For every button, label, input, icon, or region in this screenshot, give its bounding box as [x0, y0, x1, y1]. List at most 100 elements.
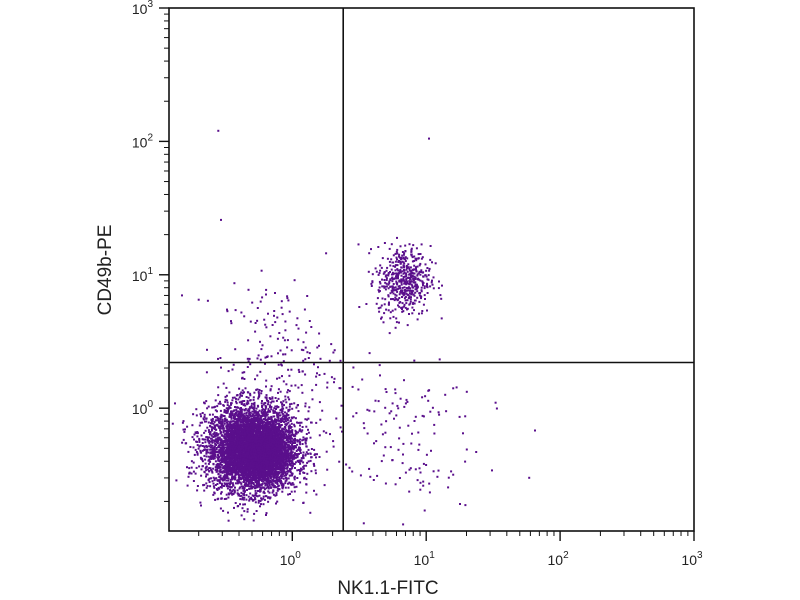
data-point	[220, 434, 223, 437]
data-point	[237, 427, 240, 430]
data-point	[305, 439, 308, 442]
data-point	[251, 499, 254, 502]
data-point	[239, 474, 242, 477]
data-point	[236, 422, 239, 425]
data-point	[233, 442, 236, 445]
data-point	[238, 431, 241, 434]
data-point	[286, 472, 289, 475]
data-point	[231, 468, 234, 471]
data-point	[218, 459, 221, 462]
data-point	[264, 406, 267, 409]
data-point	[209, 451, 212, 454]
data-point	[243, 478, 246, 481]
data-point	[214, 460, 217, 463]
data-point	[252, 519, 255, 522]
data-point	[249, 433, 252, 436]
data-point	[209, 456, 212, 459]
data-point	[236, 492, 239, 495]
data-point	[296, 404, 299, 407]
data-point	[287, 482, 289, 485]
data-point	[208, 431, 211, 433]
data-point	[284, 426, 287, 429]
data-point	[257, 396, 260, 398]
data-point	[289, 464, 292, 467]
data-points	[171, 129, 536, 526]
data-point	[212, 454, 215, 457]
data-point	[294, 452, 296, 455]
data-point	[305, 483, 308, 486]
data-point	[233, 396, 236, 399]
data-point	[243, 466, 246, 469]
data-point	[300, 421, 303, 424]
data-point	[219, 463, 222, 466]
data-point	[288, 398, 291, 401]
data-point	[241, 477, 244, 480]
data-point	[191, 436, 194, 439]
data-point	[253, 405, 256, 407]
data-point	[223, 456, 226, 459]
data-point	[285, 479, 288, 482]
data-point	[265, 512, 268, 515]
data-point	[289, 419, 292, 422]
data-point	[196, 452, 199, 455]
data-point	[237, 472, 240, 475]
data-point	[252, 398, 255, 401]
data-point	[245, 498, 248, 501]
data-point	[212, 493, 215, 496]
data-point	[313, 463, 315, 466]
data-point	[228, 458, 231, 460]
data-point	[238, 396, 241, 399]
data-point	[217, 445, 220, 447]
data-point	[272, 490, 275, 493]
data-point	[240, 391, 243, 394]
data-point	[257, 501, 260, 504]
data-point	[283, 428, 285, 431]
data-point	[268, 441, 271, 444]
data-point	[280, 475, 282, 478]
data-point	[227, 456, 230, 459]
data-point	[275, 479, 278, 482]
data-point	[230, 473, 233, 476]
data-point	[235, 409, 238, 411]
data-point	[201, 460, 204, 463]
data-point	[245, 414, 248, 417]
data-point	[208, 436, 211, 439]
data-point	[225, 485, 228, 488]
data-point	[282, 457, 285, 460]
data-point	[273, 411, 276, 414]
data-point	[291, 456, 294, 459]
data-point	[188, 472, 191, 475]
data-point	[238, 474, 240, 477]
data-point	[211, 417, 214, 420]
data-point	[294, 461, 297, 464]
data-point	[285, 457, 288, 460]
data-point	[264, 404, 267, 407]
data-point	[243, 403, 246, 406]
data-point	[241, 498, 244, 501]
data-point	[229, 492, 232, 495]
data-point	[219, 474, 222, 477]
data-point	[220, 413, 223, 416]
data-point	[285, 433, 287, 436]
data-point	[253, 421, 256, 424]
data-point	[220, 453, 223, 456]
data-point	[258, 494, 261, 497]
data-point	[219, 415, 222, 418]
data-point	[266, 413, 268, 416]
data-point	[261, 405, 263, 408]
data-point	[207, 405, 210, 408]
data-point	[213, 486, 216, 489]
data-point	[198, 439, 201, 442]
data-point	[305, 433, 308, 435]
data-point	[182, 428, 185, 431]
data-point	[225, 437, 228, 440]
data-point	[266, 411, 269, 413]
data-point	[265, 431, 267, 433]
data-point	[236, 448, 239, 451]
data-point	[274, 439, 277, 442]
data-point	[266, 486, 269, 489]
data-point	[216, 489, 219, 491]
data-point	[268, 491, 271, 494]
data-point	[270, 417, 273, 419]
data-point	[207, 462, 210, 465]
